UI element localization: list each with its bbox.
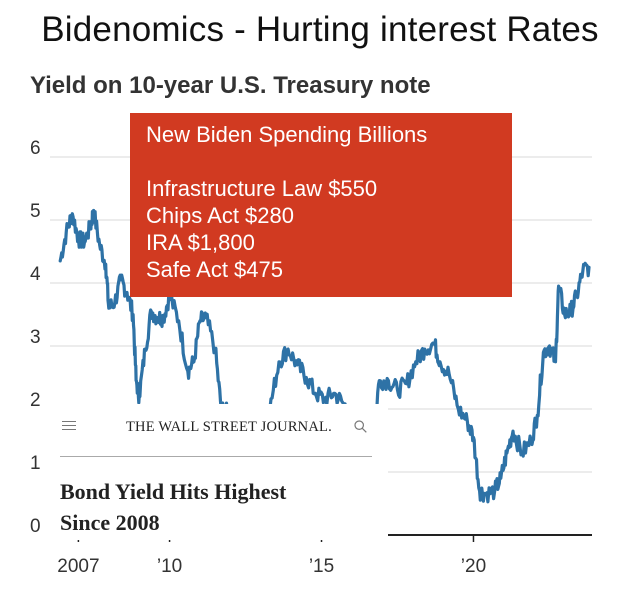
overlay-item-safe: Safe Act $475 xyxy=(146,257,283,282)
x-tick-label-2010: ’10 xyxy=(157,556,182,577)
overlay-item-ira: IRA $1,800 xyxy=(146,230,255,255)
x-tick-label-2007: 2007 xyxy=(57,556,99,577)
hamburger-menu-icon[interactable] xyxy=(62,421,76,431)
wsj-headline-line2: Since 2008 xyxy=(60,510,160,535)
x-tick-label-2015: ’15 xyxy=(309,556,334,577)
y-tick-label-2: 2 xyxy=(30,390,41,411)
x-axis-tick-labels: 2007 ’10 ’15 ’20 xyxy=(57,535,486,577)
spending-overlay-box: New Biden Spending Billions Infrastructu… xyxy=(130,113,512,297)
yield-series xyxy=(58,208,591,504)
y-tick-label-1: 1 xyxy=(30,453,41,474)
y-axis-tick-labels: 0 1 2 3 4 5 6 xyxy=(30,138,41,537)
y-tick-label-0: 0 xyxy=(30,516,41,537)
wsj-headline[interactable]: Bond Yield Hits Highest Since 2008 xyxy=(60,476,286,538)
y-tick-label-3: 3 xyxy=(30,327,41,348)
wsj-divider xyxy=(60,456,372,457)
x-tick-label-2020: ’20 xyxy=(461,556,486,577)
overlay-item-chips: Chips Act $280 xyxy=(146,203,294,228)
wsj-headline-line1: Bond Yield Hits Highest xyxy=(60,479,287,504)
y-tick-label-4: 4 xyxy=(30,264,41,285)
wsj-masthead: THE WALL STREET JOURNAL. xyxy=(126,419,332,435)
overlay-spacer xyxy=(146,148,512,175)
wsj-headline-card[interactable]: THE WALL STREET JOURNAL. Bond Yield Hits… xyxy=(44,404,388,540)
y-tick-label-5: 5 xyxy=(30,201,41,222)
overlay-heading: New Biden Spending Billions xyxy=(146,122,428,147)
overlay-item-infrastructure: Infrastructure Law $550 xyxy=(146,176,378,201)
chart-title: Yield on 10-year U.S. Treasury note xyxy=(30,72,431,99)
y-tick-label-6: 6 xyxy=(30,138,41,159)
yield-series-line xyxy=(58,208,591,504)
meme-title: Bidenomics - Hurting interest Rates xyxy=(41,10,599,49)
search-icon[interactable] xyxy=(354,420,367,433)
